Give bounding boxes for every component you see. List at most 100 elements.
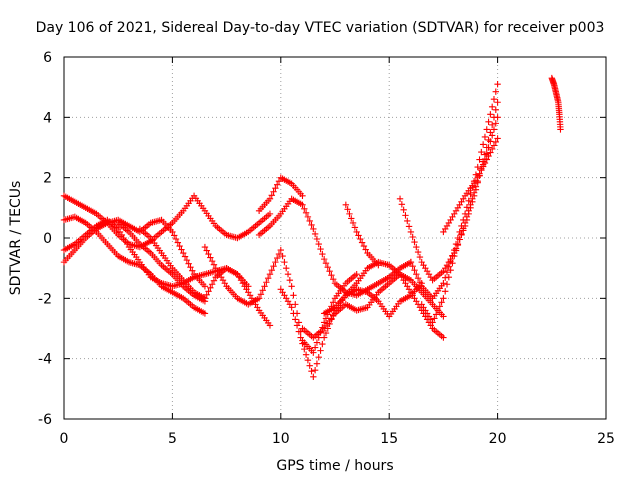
data-point <box>299 340 306 347</box>
y-tick-label: -4 <box>38 352 52 368</box>
data-point <box>460 225 467 232</box>
data-point <box>317 347 324 354</box>
data-point <box>329 299 337 306</box>
data-point <box>409 233 416 241</box>
x-tick-label: 5 <box>168 431 177 447</box>
data-point <box>490 96 498 103</box>
data-point <box>203 247 210 254</box>
data-point <box>302 351 310 358</box>
data-point <box>451 252 458 260</box>
data-point <box>301 345 308 353</box>
data-point <box>396 195 404 202</box>
data-point <box>402 212 409 219</box>
data-point <box>189 267 196 274</box>
data-point <box>320 255 328 263</box>
data-point <box>342 201 350 209</box>
data-point <box>261 283 268 290</box>
y-tick-label: 4 <box>43 110 52 126</box>
data-point <box>487 149 494 156</box>
data-point <box>353 228 360 236</box>
data-point <box>429 319 436 326</box>
series-track-o <box>407 80 501 302</box>
data-point <box>201 310 209 317</box>
data-point <box>201 243 209 251</box>
data-point <box>183 256 191 264</box>
data-point <box>266 195 274 202</box>
data-point <box>270 262 277 270</box>
data-point <box>442 288 449 295</box>
data-point <box>328 272 335 279</box>
data-point <box>176 242 183 250</box>
data-point <box>355 232 362 239</box>
data-point <box>288 283 295 290</box>
data-point <box>407 228 415 236</box>
data-point <box>310 349 317 356</box>
data-point <box>322 259 330 267</box>
data-point <box>472 177 480 184</box>
series-track-r <box>548 74 564 133</box>
data-point <box>492 138 499 146</box>
data-point <box>320 319 328 326</box>
data-point <box>494 80 501 88</box>
data-point <box>432 311 440 318</box>
data-point <box>210 261 218 268</box>
y-axis-label: SDTVAR / TECUs <box>8 181 24 296</box>
data-point <box>472 183 480 190</box>
series-track-j <box>277 280 425 380</box>
data-point <box>306 217 313 225</box>
data-point <box>299 201 306 209</box>
data-point <box>362 246 369 253</box>
x-tick-label: 25 <box>597 431 615 447</box>
data-point <box>268 266 275 274</box>
data-point <box>324 263 331 271</box>
data-points <box>60 74 564 380</box>
data-point <box>494 114 501 121</box>
data-point <box>407 258 415 266</box>
data-point <box>311 367 319 374</box>
data-point <box>275 177 283 185</box>
data-point <box>174 239 182 246</box>
data-point <box>492 120 499 127</box>
data-point <box>375 261 382 269</box>
y-tick-label: -2 <box>38 291 52 307</box>
data-point <box>436 303 443 310</box>
data-point <box>279 252 286 260</box>
data-point <box>295 328 303 335</box>
series-track-k <box>299 271 447 341</box>
data-point <box>445 263 453 270</box>
data-point <box>557 126 564 133</box>
data-point <box>329 276 337 283</box>
data-point <box>440 334 447 341</box>
data-point <box>187 263 194 271</box>
data-point <box>449 259 456 267</box>
data-point <box>272 185 279 192</box>
series-track-n <box>396 99 501 284</box>
data-point <box>326 267 333 275</box>
series-track-p <box>418 114 501 326</box>
data-point <box>319 340 326 348</box>
data-point <box>414 275 422 282</box>
data-point <box>488 103 496 110</box>
data-point <box>178 246 185 253</box>
data-point <box>304 213 312 221</box>
y-tick-label: 0 <box>43 231 52 247</box>
data-point <box>465 197 472 204</box>
data-point <box>470 189 478 196</box>
data-point <box>476 156 483 163</box>
data-point <box>292 316 299 323</box>
y-tick-labels: -6 -4 -2 0 2 4 6 <box>38 50 52 428</box>
data-point <box>281 258 288 266</box>
data-point <box>315 240 322 248</box>
data-point <box>346 210 353 218</box>
data-point <box>454 241 462 249</box>
data-point <box>488 121 496 129</box>
series-track-a <box>60 192 274 251</box>
data-point <box>494 135 501 142</box>
data-point <box>180 249 187 257</box>
data-point <box>283 264 290 272</box>
data-point <box>205 288 212 295</box>
data-point <box>210 277 218 284</box>
series-track-l <box>320 258 447 341</box>
data-point <box>467 201 474 209</box>
data-point <box>315 353 322 361</box>
